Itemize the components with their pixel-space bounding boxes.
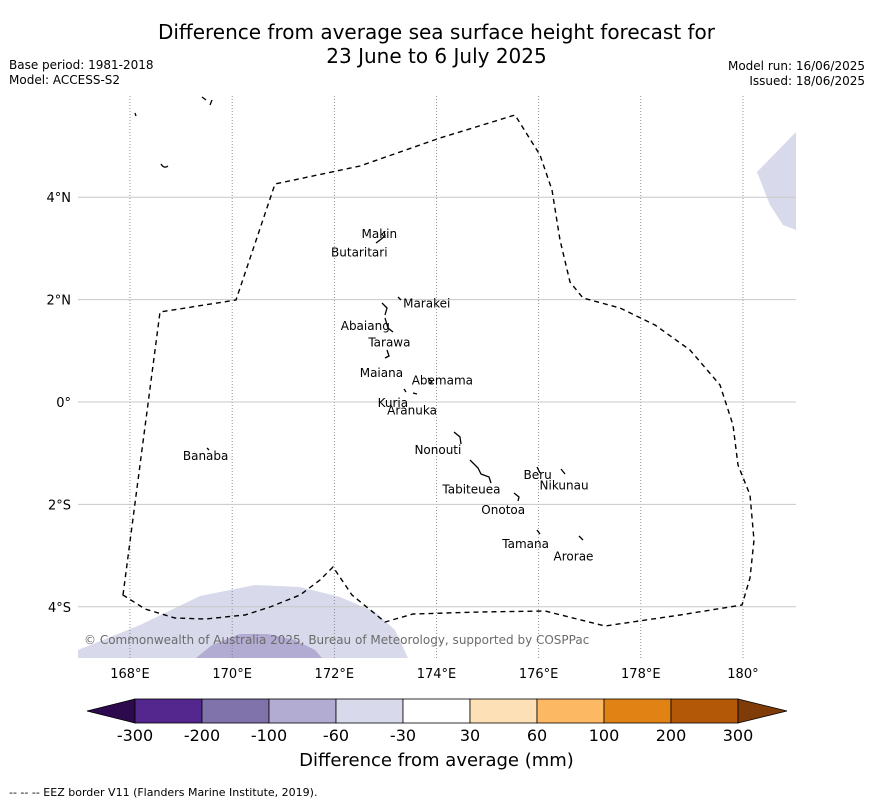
- colorbar-tick-labels: -300 -200 -100 -60 -30 30 60 100 200 300: [117, 726, 753, 745]
- island-label: Makin: [361, 227, 397, 241]
- colorbar-tick-label: -100: [251, 726, 287, 745]
- model-run-label: Model run: 16/06/2025: [727, 59, 865, 73]
- copyright-notice: © Commonwealth of Australia 2025, Bureau…: [84, 633, 589, 647]
- x-tick-label: 172°E: [315, 667, 355, 682]
- anomaly-region-light: [78, 585, 408, 658]
- x-tick-label: 180°: [727, 667, 758, 682]
- anomaly-region-medium: [196, 634, 322, 658]
- island-label: Aranuka: [387, 403, 437, 417]
- colorbar-segment: [201, 698, 270, 724]
- colorbar-tick-label: -30: [390, 726, 416, 745]
- colorbar-tick-label: 30: [460, 726, 480, 745]
- island-label: Marakei: [403, 297, 450, 311]
- island-label: Tabiteuea: [441, 483, 500, 497]
- colorbar-tick-label: -300: [117, 726, 153, 745]
- colorbar-tick-label: 100: [589, 726, 620, 745]
- island-label: Tarawa: [367, 335, 410, 349]
- colorbar-tick-label: 300: [723, 726, 754, 745]
- colorbar-tick-label: 60: [527, 726, 547, 745]
- x-tick-label: 178°E: [621, 667, 661, 682]
- x-tick-label: 176°E: [519, 667, 559, 682]
- island-label: Butaritari: [331, 245, 388, 259]
- colorbar-segment: [536, 698, 605, 724]
- base-period-label: Base period: 1981-2018: [9, 58, 154, 72]
- y-tick-labels: 4°N 2°N 0° 2°S 4°S: [47, 191, 72, 616]
- colorbar-extend-high: [737, 698, 788, 724]
- eez-border: [122, 114, 755, 627]
- anomaly-region-northeast: [757, 132, 796, 230]
- colorbar-tick-label: -60: [323, 726, 349, 745]
- island-label: Onotoa: [481, 503, 525, 517]
- eez-legend-note: -- -- -- EEZ border V11 (Flanders Marine…: [9, 786, 318, 799]
- meta-left: Base period: 1981-2018 Model: ACCESS-S2: [9, 58, 154, 88]
- island-labels: Makin Butaritari Marakei Abaiang Tarawa Maian…: [183, 227, 594, 564]
- map-title: Difference from average sea surface heig…: [0, 20, 873, 68]
- colorbar-segment: [335, 698, 404, 724]
- map-content: Makin Butaritari Marakei Abaiang Tarawa Maian…: [78, 96, 796, 658]
- colorbar-extend-low: [86, 698, 136, 724]
- colorbar-tick-label: 200: [656, 726, 687, 745]
- island-label: Abemama: [412, 374, 473, 388]
- y-tick-label: 2°N: [47, 294, 72, 309]
- x-tick-label: 168°E: [110, 667, 150, 682]
- island-label: Banaba: [183, 449, 229, 463]
- map-panel: Makin Butaritari Marakei Abaiang Tarawa Maian…: [47, 96, 796, 682]
- y-tick-label: 2°S: [48, 498, 71, 513]
- y-tick-label: 4°N: [47, 191, 72, 206]
- island-label: Maiana: [360, 366, 403, 380]
- model-label: Model: ACCESS-S2: [9, 73, 121, 87]
- x-tick-label: 170°E: [212, 667, 252, 682]
- colorbar-segments: [86, 698, 788, 724]
- gridlines: [78, 96, 796, 658]
- issued-label: Issued: 18/06/2025: [749, 74, 865, 88]
- colorbar-segment: [670, 698, 739, 724]
- title-line-2: 23 June to 6 July 2025: [326, 44, 547, 68]
- island-label: Tamana: [501, 537, 549, 551]
- colorbar-tick-label: -200: [184, 726, 220, 745]
- island-label: Nikunau: [540, 479, 589, 493]
- title-line-1: Difference from average sea surface heig…: [157, 20, 716, 44]
- island-label: Arorae: [554, 550, 594, 564]
- meta-right: Model run: 16/06/2025 Issued: 18/06/2025: [728, 59, 865, 89]
- island-label: Nonouti: [414, 443, 461, 457]
- island-label: Kuria: [378, 396, 409, 410]
- y-tick-label: 0°: [56, 396, 71, 411]
- x-tick-label: 174°E: [417, 667, 457, 682]
- colorbar-title: Difference from average (mm): [299, 750, 574, 771]
- colorbar-segment: [402, 698, 471, 724]
- x-tick-labels: 168°E 170°E 172°E 174°E 176°E 178°E 180°: [110, 667, 758, 682]
- y-tick-label: 4°S: [48, 601, 71, 616]
- colorbar-segment: [603, 698, 672, 724]
- island-label: Abaiang: [341, 319, 390, 333]
- colorbar-segment: [134, 698, 203, 724]
- colorbar-segment: [268, 698, 337, 724]
- colorbar-segment: [469, 698, 538, 724]
- island-outlines: [134, 96, 584, 541]
- island-label: Beru: [524, 468, 552, 482]
